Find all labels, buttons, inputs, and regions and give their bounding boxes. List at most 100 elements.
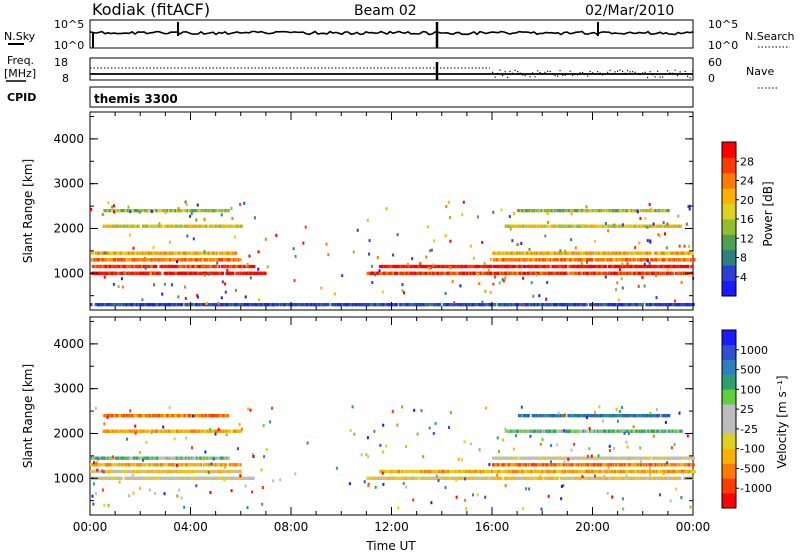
range-cell <box>112 414 114 418</box>
range-cell <box>691 258 693 262</box>
range-cell <box>113 456 117 460</box>
range-cell <box>157 271 159 275</box>
range-cell <box>641 275 644 279</box>
range-cell <box>456 271 460 275</box>
range-cell <box>276 303 279 307</box>
range-cell <box>257 267 260 271</box>
range-cell <box>466 264 470 269</box>
range-cell <box>531 303 534 307</box>
range-cell <box>634 476 638 480</box>
range-cell <box>158 476 161 480</box>
range-cell <box>221 271 224 275</box>
range-cell <box>215 251 218 255</box>
range-cell <box>150 209 153 213</box>
range-cell <box>154 476 157 480</box>
range-cell <box>214 209 218 213</box>
range-cell <box>492 456 494 460</box>
range-cell <box>525 476 529 480</box>
range-cell <box>625 463 630 467</box>
range-cell <box>649 251 652 255</box>
range-cell <box>163 282 166 286</box>
range-cell <box>419 264 422 269</box>
range-cell <box>121 285 124 289</box>
y-tick-label: 1000 <box>53 266 84 280</box>
range-cell <box>533 271 535 275</box>
range-cell <box>625 429 629 433</box>
range-cell <box>133 469 135 474</box>
range-cell <box>611 258 614 262</box>
range-cell <box>492 282 495 286</box>
range-cell <box>647 209 650 213</box>
range-cell <box>596 463 598 467</box>
range-cell <box>553 429 557 433</box>
range-cell <box>562 209 565 213</box>
range-cell <box>185 456 187 460</box>
range-cell <box>499 258 503 262</box>
range-cell <box>154 264 158 269</box>
range-cell <box>158 456 160 460</box>
range-cell <box>142 414 145 418</box>
colorbar-swatch <box>722 188 736 204</box>
range-cell <box>170 224 173 228</box>
range-cell <box>177 303 180 307</box>
range-cell <box>528 429 531 433</box>
nave-tick-top: 60 <box>708 56 722 69</box>
range-cell <box>90 303 93 307</box>
range-cell <box>103 258 106 262</box>
range-cell <box>532 429 535 433</box>
range-cell <box>204 224 207 228</box>
range-cell <box>641 429 644 433</box>
range-cell <box>395 271 399 275</box>
range-cell <box>547 456 551 460</box>
range-cell <box>642 224 647 228</box>
range-cell <box>657 264 661 269</box>
range-cell <box>494 275 497 279</box>
range-cell <box>619 429 623 433</box>
range-cell <box>113 251 116 255</box>
range-cell <box>258 298 261 302</box>
range-cell <box>662 264 665 269</box>
range-cell <box>141 469 143 474</box>
range-cell <box>617 298 620 302</box>
range-cell <box>179 224 183 228</box>
range-cell <box>536 463 538 467</box>
range-cell <box>120 209 124 213</box>
range-cell <box>474 303 476 307</box>
range-cell <box>606 224 609 228</box>
range-cell <box>668 224 672 228</box>
range-cell <box>544 463 547 467</box>
range-cell <box>210 251 213 255</box>
range-cell <box>127 205 130 209</box>
range-cell <box>632 264 634 269</box>
range-cell <box>570 476 574 480</box>
range-cell <box>152 209 156 213</box>
range-cell <box>376 476 379 480</box>
range-cell <box>108 264 111 269</box>
range-cell <box>145 209 148 213</box>
range-cell <box>563 469 567 474</box>
range-cell <box>649 463 652 467</box>
range-cell <box>607 209 610 213</box>
range-cell <box>371 264 373 268</box>
range-cell <box>628 271 631 275</box>
range-cell <box>623 251 626 255</box>
range-cell <box>572 258 576 262</box>
range-cell <box>580 261 583 265</box>
range-cell <box>116 251 119 255</box>
range-cell <box>426 225 429 229</box>
range-cell <box>118 429 121 433</box>
range-cell <box>646 259 649 263</box>
range-cell <box>116 264 119 269</box>
range-cell <box>483 271 485 275</box>
range-cell <box>370 303 373 307</box>
range-cell <box>584 414 586 418</box>
range-cell <box>239 429 242 433</box>
range-cell <box>231 271 235 275</box>
power-data-layer <box>90 200 696 307</box>
range-cell <box>233 258 236 262</box>
range-cell <box>109 469 112 474</box>
range-cell <box>579 429 583 433</box>
range-cell <box>528 258 531 262</box>
range-cell <box>169 414 173 418</box>
